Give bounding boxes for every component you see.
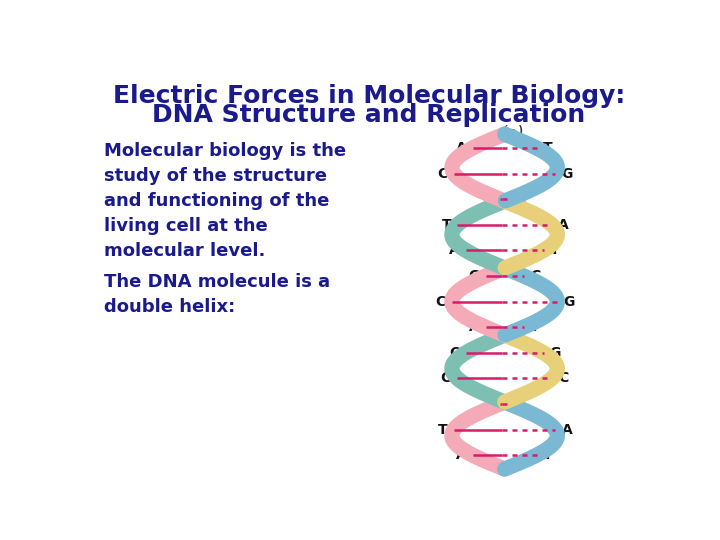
Text: C: C [516,192,526,206]
Text: G: G [562,166,573,180]
Text: The DNA molecule is a
double helix:: The DNA molecule is a double helix: [104,273,330,316]
Text: G: G [440,372,451,386]
Text: DNA Structure and Replication: DNA Structure and Replication [153,103,585,127]
Text: T: T [438,423,448,436]
Text: G: G [482,192,494,206]
Text: G: G [564,295,575,308]
Text: C: C [438,166,448,180]
Text: C: C [436,295,446,308]
Text: T: T [550,244,559,258]
Text: C: C [558,372,568,386]
Text: A: A [456,448,467,462]
Text: A: A [516,397,526,411]
Text: A: A [456,141,467,155]
Text: (a): (a) [500,125,525,143]
Text: A: A [469,320,480,334]
Text: A: A [558,218,569,232]
Text: A: A [449,244,459,258]
Text: Electric Forces in Molecular Biology:: Electric Forces in Molecular Biology: [113,84,625,108]
Text: C: C [449,346,459,360]
Text: Molecular biology is the
study of the structure
and functioning of the
living ce: Molecular biology is the study of the st… [104,142,346,260]
Text: T: T [484,397,494,411]
Text: T: T [530,320,539,334]
Text: A: A [562,423,572,436]
Text: G: G [468,269,480,283]
Text: T: T [543,448,552,462]
Text: T: T [441,218,451,232]
Text: C: C [530,269,540,283]
Text: G: G [550,346,561,360]
Text: T: T [543,141,552,155]
